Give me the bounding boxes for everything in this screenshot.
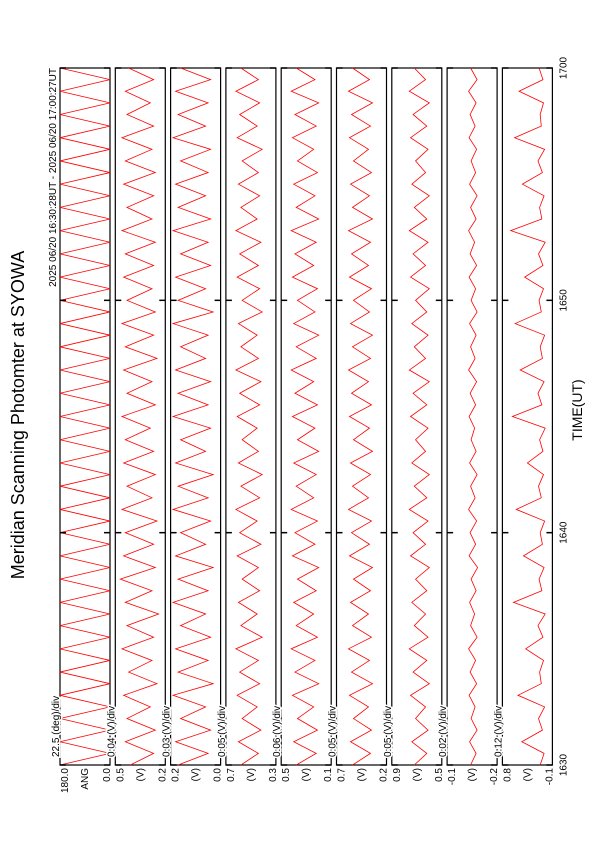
y-axis-label: (V) [357,768,368,781]
y-tick-label: 0.5 [434,768,445,782]
y-tick-label: 0.8 [502,768,513,782]
scale-label: 0.05 (V)/div [328,706,339,757]
signal-line [290,67,320,766]
signal-line [347,67,374,766]
y-tick-label: 0.0 [213,768,224,782]
scale-label: 22.5 (deg)/div [51,696,62,757]
scale-label: 0.04 (V)/div [106,706,117,757]
signal-line [234,67,264,766]
y-tick-label: 0.1 [323,768,334,782]
scale-label: 0.12 (V)/div [493,706,504,757]
scale-label: 0.05 (V)/div [217,706,228,757]
y-tick-label: 0.3 [268,768,279,782]
scale-label: 0.06 (V)/div [272,706,283,757]
y-axis-label: (V) [301,768,312,781]
time-range: 2025 06/20 16:30:28UT - 2025 06/20 17:00… [48,68,59,287]
y-tick-label: 0.9 [392,768,403,782]
y-tick-label: 0.5 [281,768,292,782]
y-axis-label: (V) [246,768,257,781]
signal-line [119,67,160,766]
panel-frame [446,67,498,766]
y-axis-label: (V) [191,768,202,781]
y-axis-label: (V) [412,768,423,781]
y-tick-label: 0.0 [102,768,113,782]
scale-label: 0.05 (V)/div [383,706,394,757]
signal-line [408,67,431,766]
x-tick-label: 1650 [558,289,569,312]
chart-title: Meridian Scanning Photomter at SYOWA [8,251,28,579]
y-tick-label: 0.2 [379,768,390,782]
scale-label: 0.02 (V)/div [438,706,449,757]
y-tick-label: -0.1 [447,768,458,786]
y-tick-label: 0.2 [157,768,168,782]
panel-frame [280,67,332,766]
y-tick-label: -0.2 [489,768,500,786]
y-tick-label: 180.0 [60,768,71,793]
x-tick-label: 1640 [558,521,569,544]
rotated-chart: Meridian Scanning Photomter at SYOWA 202… [8,56,585,793]
y-axis-label: (V) [467,768,478,781]
panel-frame [225,67,277,766]
y-axis-label: ANG [80,768,91,790]
panel-frame [170,67,222,766]
signal-line [171,67,215,766]
y-tick-label: 0.2 [171,768,182,782]
signal-line [468,67,479,766]
y-tick-label: 0.5 [115,768,126,782]
x-tick-label: 1700 [558,56,569,79]
panel-frame [501,67,553,766]
y-axis-label: (V) [135,768,146,781]
panel-frame [391,67,443,766]
x-axis-label: TIME(UT) [569,379,585,440]
y-tick-label: 0.7 [226,768,237,782]
y-tick-label: 0.7 [337,768,348,782]
scale-label: 0.03 (V)/div [162,706,173,757]
y-tick-label: -0.1 [544,768,555,786]
signal-line [509,67,546,766]
y-axis-label: (V) [522,768,533,781]
signal-line [59,67,111,766]
panel-frame [335,67,388,766]
x-tick-label: 1630 [558,753,569,776]
panel-frame [59,67,111,766]
